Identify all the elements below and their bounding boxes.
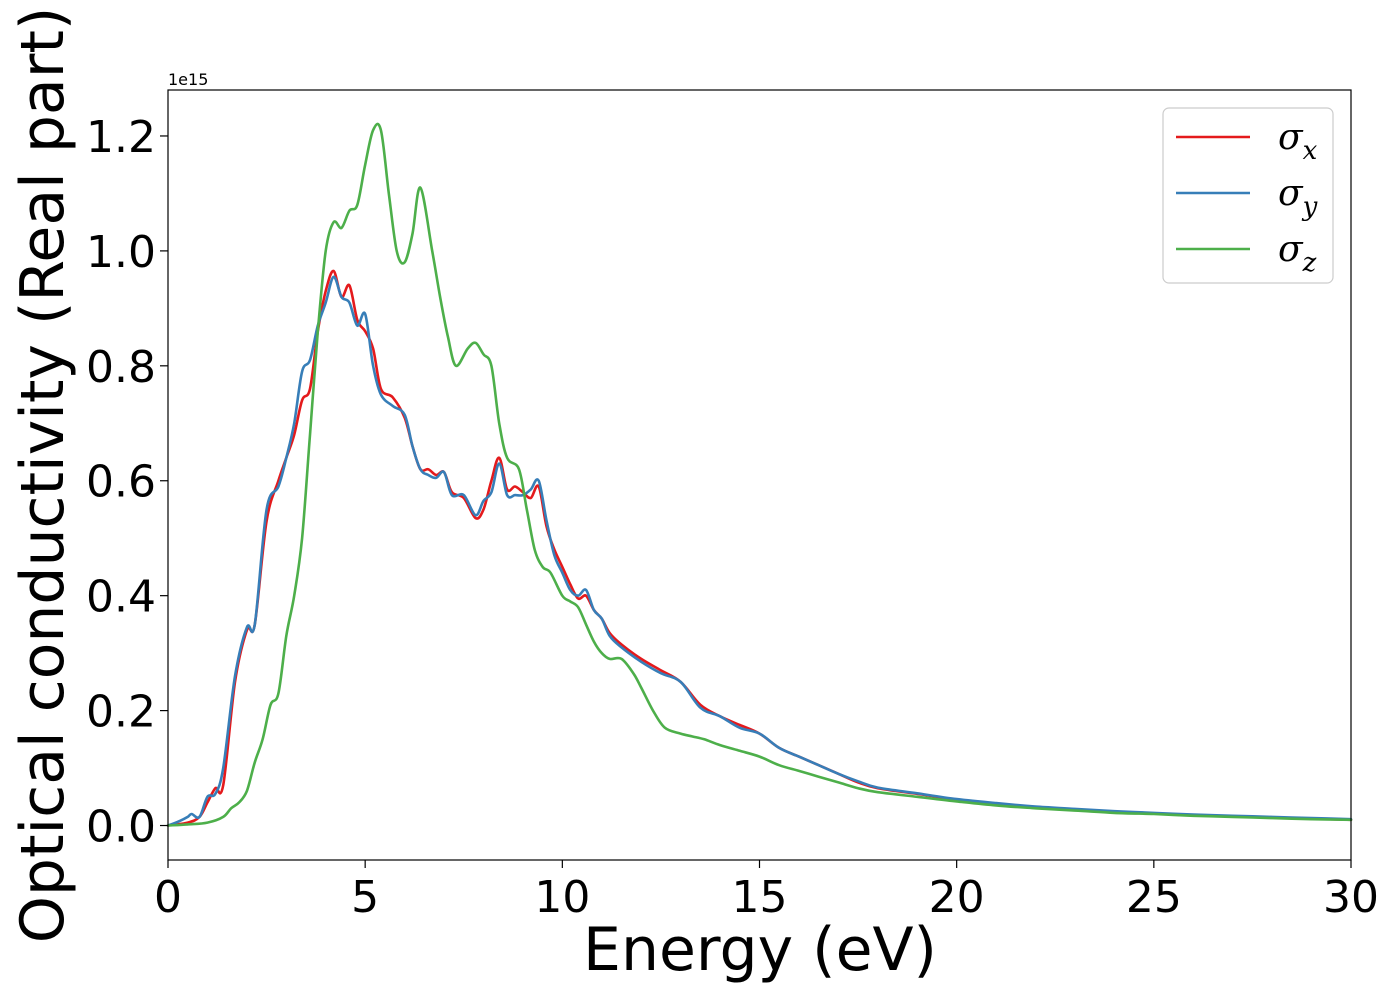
x-tick-label: 10	[534, 872, 590, 923]
legend: σx σy σz	[1162, 107, 1334, 284]
y-tick-label: 0.0	[86, 802, 156, 853]
series-line-x	[166, 269, 1353, 827]
y-tick-label: 0.8	[86, 342, 156, 393]
y-axis-title: Optical conductivity (Real part)	[8, 7, 78, 944]
x-axis-ticks: 0 5 10 15 20 25 30	[154, 860, 1379, 923]
legend-label-y: σy	[1278, 173, 1318, 222]
x-tick-label: 5	[351, 872, 379, 923]
x-tick-label: 0	[154, 872, 182, 923]
series-layer	[166, 122, 1353, 827]
y-tick-label: 0.6	[86, 457, 156, 508]
series-line-z	[166, 122, 1353, 827]
y-tick-label: 1.0	[86, 227, 156, 278]
legend-label-x: σx	[1278, 117, 1318, 166]
legend-label-z: σz	[1278, 229, 1317, 278]
x-tick-label: 20	[929, 872, 985, 923]
x-tick-label: 25	[1126, 872, 1182, 923]
series-line-y	[166, 275, 1353, 827]
x-tick-label: 30	[1323, 872, 1379, 923]
x-tick-label: 15	[732, 872, 788, 923]
y-axis-ticks: 0.0 0.2 0.4 0.6 0.8 1.0 1.2	[86, 112, 168, 853]
x-axis-title: Energy (eV)	[583, 915, 937, 985]
y-tick-label: 1.2	[86, 112, 156, 163]
y-tick-label: 0.2	[86, 687, 156, 738]
y-offset-label: 1e15	[168, 70, 208, 89]
legend-box	[1162, 107, 1334, 284]
y-tick-label: 0.4	[86, 572, 156, 623]
